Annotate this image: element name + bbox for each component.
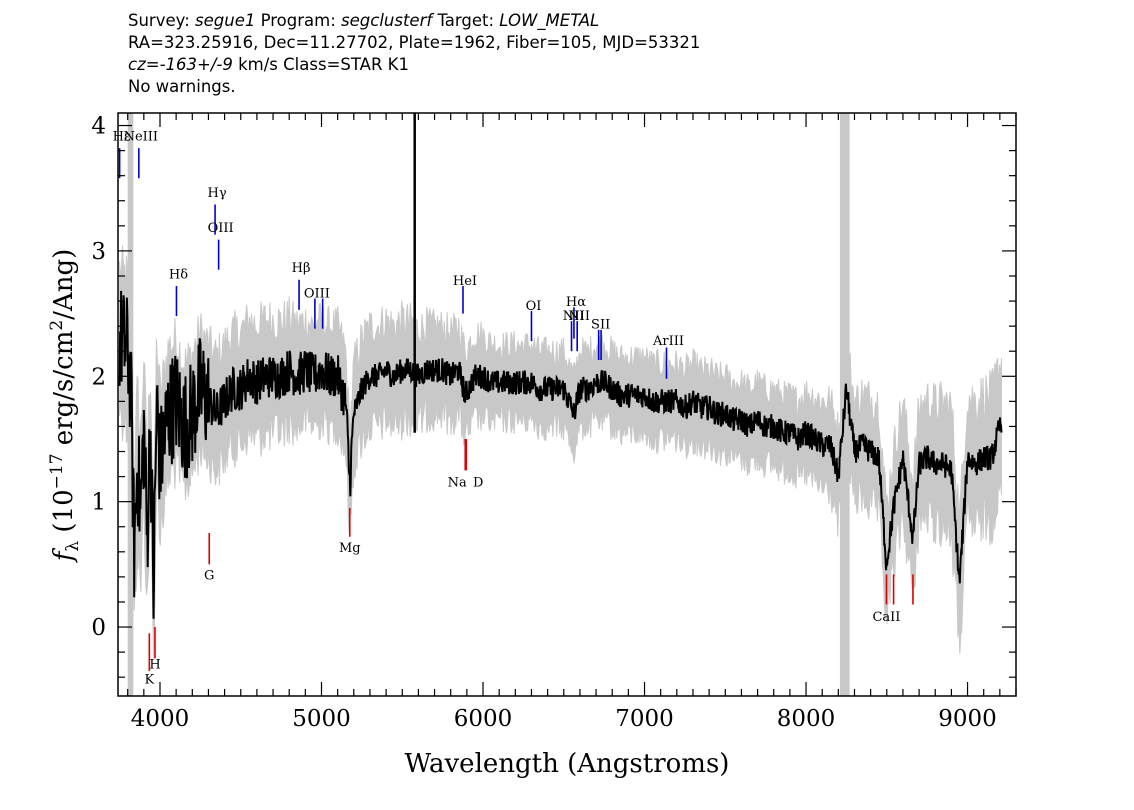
plot-frame xyxy=(117,112,1017,697)
emission-line-label: Hβ xyxy=(292,261,311,276)
header-line-2: RA=323.25916, Dec=11.27702, Plate=1962, … xyxy=(128,33,701,52)
survey-value: segue1 xyxy=(195,11,256,30)
absorption-line-label: D xyxy=(473,476,483,491)
emission-line-label: Hα xyxy=(566,295,586,310)
cz-label: cz= xyxy=(128,55,160,74)
absorption-line-label: K xyxy=(144,672,154,687)
cz-value: -163+/-9 xyxy=(159,55,233,74)
emission-line-label: Hδ xyxy=(169,267,188,282)
emission-line-label: HeI xyxy=(453,274,477,289)
emission-line-label: ArIII xyxy=(652,334,684,349)
absorption-line-label: G xyxy=(204,568,214,583)
warnings-line: No warnings. xyxy=(128,77,236,96)
header-line-1: Survey: segue1 Program: segclusterf Targ… xyxy=(128,10,700,32)
class-value: Class=STAR K1 xyxy=(283,55,409,74)
program-value: segclusterf xyxy=(341,11,433,30)
x-tick-label: 5000 xyxy=(292,706,351,732)
header-line-3: cz=-163+/-9 km/s Class=STAR K1 xyxy=(128,54,700,76)
flux-line xyxy=(118,290,1003,619)
program-label: Program: xyxy=(260,11,336,30)
x-tick-label: 4000 xyxy=(131,706,190,732)
x-tick-label: 8000 xyxy=(777,706,836,732)
target-label: Target: xyxy=(437,11,495,30)
y-tick-label: 4 xyxy=(91,114,106,140)
survey-label: Survey: xyxy=(128,11,190,30)
x-tick-label: 6000 xyxy=(454,706,513,732)
y-axis-title: fλ (10−17 erg/s/cm2/Ang) xyxy=(47,249,83,564)
emission-line-label: Hγ xyxy=(208,186,227,201)
emission-line-label: OI xyxy=(526,299,542,314)
emission-line-label: SII xyxy=(591,318,610,333)
emission-line-label: NeIII xyxy=(124,130,158,145)
absorption-line-label: Na xyxy=(448,476,467,491)
emission-line-label: OIII xyxy=(304,286,330,301)
x-axis-title: Wavelength (Angstroms) xyxy=(405,749,730,779)
y-tick-label: 0 xyxy=(91,615,106,641)
x-tick-label: 9000 xyxy=(938,706,997,732)
target-value: LOW_METAL xyxy=(499,11,600,30)
y-tick-label: 2 xyxy=(91,364,106,390)
absorption-line-label: Mg xyxy=(339,541,361,556)
cz-units: km/s xyxy=(238,55,278,74)
emission-line-label: NII xyxy=(568,309,590,324)
x-tick-label: 7000 xyxy=(615,706,674,732)
absorption-line-label: H xyxy=(149,657,160,672)
y-tick-label: 3 xyxy=(91,239,106,265)
emission-line-label: OIII xyxy=(208,221,234,236)
y-tick-label: 1 xyxy=(91,490,106,516)
emission-line-label: NII xyxy=(563,309,585,324)
absorption-line-label: CaII xyxy=(872,610,900,625)
emission-line-label: Hε xyxy=(113,130,131,145)
spectrum-header: Survey: segue1 Program: segclusterf Targ… xyxy=(128,10,700,98)
